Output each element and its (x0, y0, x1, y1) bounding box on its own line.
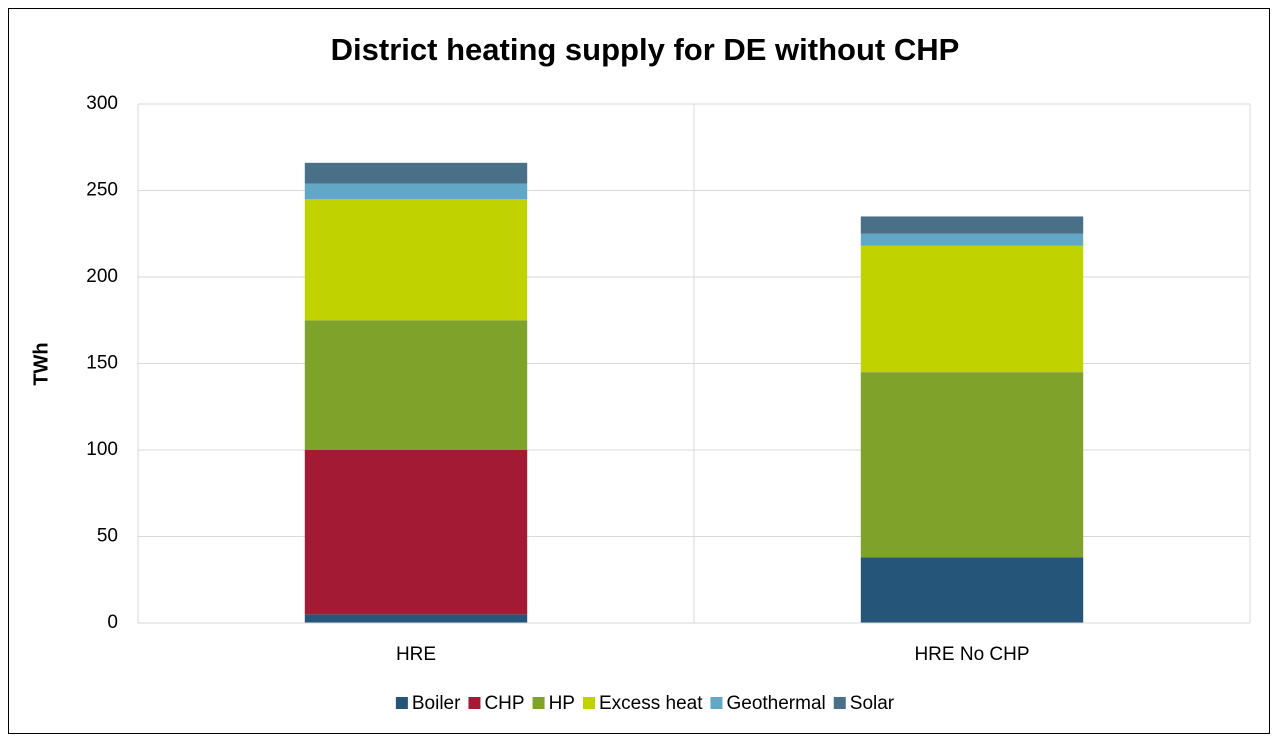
chart-title: District heating supply for DE without C… (331, 32, 960, 67)
legend-swatch (532, 697, 545, 709)
bar-segment (304, 162, 528, 184)
legend-swatch (710, 697, 723, 709)
y-tick-label: 250 (86, 180, 118, 201)
y-tick-label: 0 (107, 612, 118, 633)
y-axis-label: TWh (30, 342, 52, 385)
x-tick-label: HRE (396, 644, 436, 665)
x-tick-label: HRE No CHP (914, 644, 1029, 665)
legend-label: Geothermal (726, 693, 825, 714)
legend-swatch (395, 697, 408, 709)
y-tick-label: 150 (86, 353, 118, 374)
bar-segment (860, 216, 1084, 234)
legend-swatch (582, 697, 595, 709)
legend-label: Boiler (412, 693, 461, 714)
legend-label: CHP (484, 693, 524, 714)
bar-segment (304, 614, 528, 623)
bar-segment (304, 199, 528, 321)
bar-segment (860, 557, 1084, 623)
bar-segment (860, 233, 1084, 246)
y-tick-label: 200 (86, 266, 118, 287)
bar-segment (304, 450, 528, 615)
legend-label: HP (549, 693, 575, 714)
legend-swatch (833, 697, 846, 709)
y-tick-label: 100 (86, 439, 118, 460)
bar-segment (860, 245, 1084, 373)
bar-segment (304, 320, 528, 450)
legend-swatch (468, 697, 481, 709)
bar-segment (860, 372, 1084, 558)
y-tick-label: 300 (86, 93, 118, 114)
bar-segment (304, 183, 528, 200)
legend-label: Solar (850, 693, 895, 714)
y-tick-label: 50 (97, 526, 118, 547)
legend-label: Excess heat (599, 693, 703, 714)
